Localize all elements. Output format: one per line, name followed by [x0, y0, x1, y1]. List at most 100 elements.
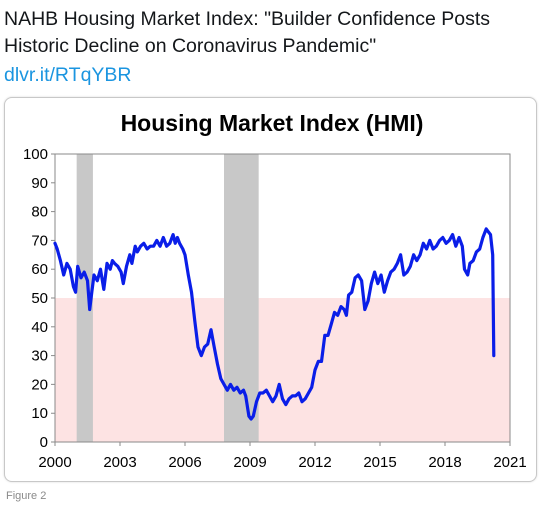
y-tick-label: 40 — [31, 319, 48, 336]
data-point — [455, 245, 457, 247]
x-tick-label: 2006 — [168, 454, 201, 471]
data-point — [174, 242, 177, 245]
data-point — [383, 291, 386, 294]
data-point — [178, 242, 181, 245]
data-point — [83, 271, 86, 273]
data-point — [438, 239, 441, 242]
data-point — [343, 308, 346, 311]
data-point — [182, 248, 184, 250]
data-point — [213, 346, 216, 348]
data-point — [403, 274, 405, 276]
data-point — [111, 259, 114, 262]
data-point — [268, 395, 271, 397]
data-point — [333, 311, 336, 314]
data-point — [386, 279, 389, 282]
data-point — [393, 268, 395, 270]
data-point — [294, 395, 297, 397]
data-point — [416, 259, 418, 262]
data-point — [475, 251, 478, 253]
chart-card[interactable]: Housing Market Index (HMI) 0 10 20 30 40 50 60… — [4, 97, 537, 482]
y-tick-label: 50 — [31, 290, 48, 307]
data-point — [206, 343, 209, 345]
data-point — [203, 346, 206, 348]
data-point — [258, 392, 261, 394]
data-point — [297, 392, 300, 394]
data-point — [229, 383, 232, 386]
y-tick-label: 80 — [31, 204, 48, 221]
x-tick-label: 2009 — [233, 454, 266, 471]
data-point — [491, 254, 494, 256]
data-point — [301, 400, 303, 403]
data-point — [125, 265, 128, 268]
data-point — [360, 279, 363, 282]
data-point — [463, 268, 466, 270]
recession-band — [76, 154, 93, 442]
x-tick-label: 2015 — [363, 454, 396, 471]
data-point — [134, 245, 136, 247]
data-point — [193, 320, 196, 322]
data-point — [250, 418, 252, 420]
x-tick-label: 2018 — [428, 454, 461, 471]
tweet-link[interactable]: dlvr.it/RTqYBR — [4, 64, 132, 86]
data-point — [223, 383, 225, 386]
data-point — [72, 285, 75, 288]
data-point — [56, 248, 58, 250]
data-point — [354, 277, 356, 279]
data-point — [96, 279, 99, 282]
data-point — [54, 242, 56, 245]
data-point — [482, 236, 484, 239]
data-point — [472, 259, 474, 262]
data-point — [310, 386, 313, 389]
data-point — [122, 282, 125, 285]
data-point — [409, 265, 412, 268]
data-point — [478, 248, 481, 250]
data-point — [487, 230, 490, 233]
data-point — [80, 277, 82, 279]
data-point — [458, 236, 460, 239]
data-point — [255, 400, 258, 403]
data-point — [412, 254, 415, 256]
data-point — [190, 291, 193, 294]
data-point — [136, 251, 139, 253]
data-point — [226, 389, 229, 391]
data-point — [291, 395, 294, 397]
data-point — [131, 262, 133, 265]
y-tick-label: 10 — [31, 405, 48, 422]
data-point — [159, 245, 161, 247]
data-point — [165, 245, 168, 247]
data-point — [347, 294, 350, 296]
data-point — [469, 262, 471, 265]
data-point — [466, 274, 469, 276]
data-point — [172, 233, 174, 236]
data-point — [74, 291, 77, 294]
data-point — [66, 262, 68, 265]
data-point — [59, 259, 62, 262]
data-point — [219, 377, 222, 380]
data-point — [239, 392, 242, 394]
data-point — [340, 305, 342, 308]
data-point — [278, 383, 281, 386]
data-point — [149, 245, 152, 247]
data-point — [380, 274, 382, 276]
data-point — [377, 282, 379, 285]
x-tick-label: 2012 — [298, 454, 331, 471]
data-point — [106, 262, 108, 265]
data-point — [425, 248, 428, 250]
y-tick-label: 30 — [31, 348, 48, 365]
data-point — [323, 334, 326, 337]
data-point — [451, 233, 454, 236]
data-point — [200, 354, 203, 357]
data-point — [271, 400, 274, 403]
data-point — [262, 392, 264, 394]
data-point — [281, 398, 284, 400]
data-point — [184, 254, 186, 256]
data-point — [91, 291, 93, 294]
chart-title: Housing Market Index (HMI) — [121, 110, 424, 136]
data-point — [93, 274, 95, 276]
data-point — [117, 265, 119, 268]
data-point — [330, 323, 333, 325]
data-point — [396, 262, 399, 265]
data-point — [139, 245, 142, 247]
data-point — [406, 271, 408, 273]
data-point — [432, 248, 434, 250]
